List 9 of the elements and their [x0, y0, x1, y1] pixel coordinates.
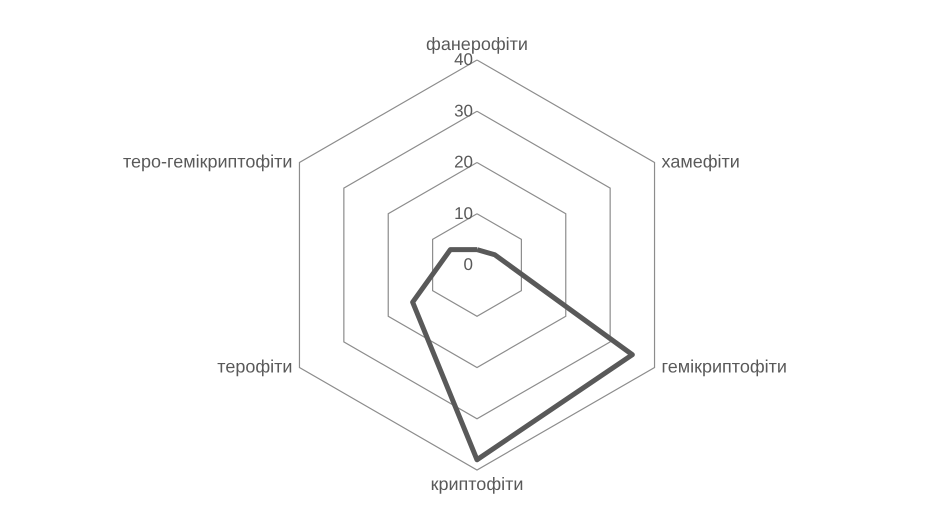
- y-tick-label: 20: [454, 152, 473, 172]
- spoke-label: криптофіти: [430, 474, 524, 494]
- y-tick-label: 0: [464, 255, 473, 274]
- y-tick-label: 30: [454, 101, 473, 120]
- y-tick-label: 10: [454, 204, 473, 223]
- spoke-label: гемікриптофіти: [662, 356, 787, 376]
- spoke-label: теро-гемікриптофіти: [122, 152, 292, 172]
- spoke-label: терофіти: [217, 356, 292, 376]
- spoke-label: хамефіти: [662, 152, 740, 172]
